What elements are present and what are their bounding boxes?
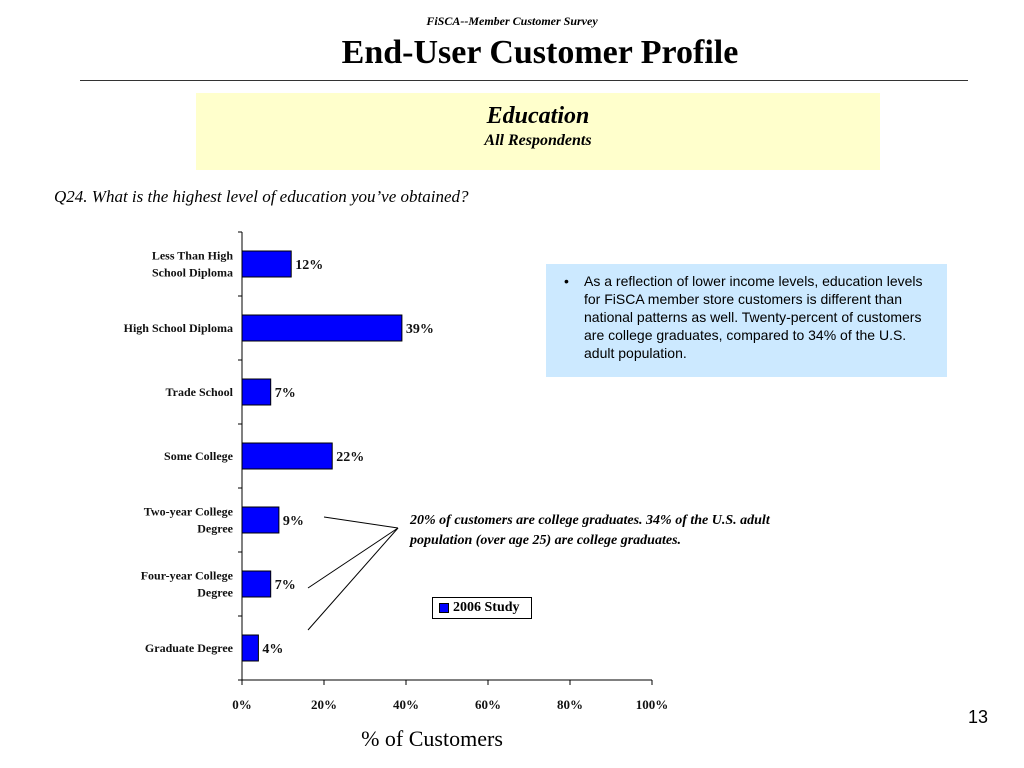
category-label: Graduate Degree — [145, 641, 234, 655]
bar-value-label: 7% — [275, 578, 296, 593]
x-tick-label: 20% — [311, 697, 337, 712]
bar — [241, 570, 272, 598]
note-text: As a reflection of lower income levels, … — [584, 273, 923, 361]
bar-value-label: 9% — [283, 514, 304, 529]
category-label: School Diploma — [152, 266, 233, 280]
category-label: Two-year College — [144, 505, 234, 519]
legend-swatch — [439, 603, 449, 613]
survey-question: Q24. What is the highest level of educat… — [54, 187, 469, 206]
bar — [241, 314, 403, 342]
bar-value-label: 22% — [336, 450, 364, 465]
x-axis-title: % of Customers — [361, 726, 503, 751]
chart-legend: 2006 Study — [432, 597, 532, 619]
note-box: • As a reflection of lower income levels… — [546, 264, 947, 377]
legend-label: 2006 Study — [453, 600, 520, 615]
bar-value-label: 7% — [275, 386, 296, 401]
x-tick-label: 0% — [232, 697, 252, 712]
category-label: Trade School — [166, 385, 234, 399]
category-label: Some College — [164, 449, 234, 463]
bar — [241, 442, 333, 470]
bar — [241, 506, 280, 534]
callout-leader-line — [307, 527, 399, 589]
bar — [241, 250, 292, 278]
callout-leader-line — [323, 516, 399, 529]
page-number: 13 — [967, 707, 988, 727]
x-tick-label: 60% — [475, 697, 501, 712]
callout-text: 20% of customers are college graduates. … — [410, 513, 770, 548]
category-label: Four-year College — [141, 569, 234, 583]
category-label: Degree — [197, 522, 233, 536]
page-title: End-User Customer Profile — [341, 34, 739, 71]
note-bullet: • — [564, 273, 569, 289]
bar-value-label: 39% — [406, 322, 434, 337]
survey-label: FiSCA--Member Customer Survey — [426, 14, 598, 28]
bar-value-label: 12% — [295, 258, 323, 273]
subtitle-sub: All Respondents — [484, 132, 592, 149]
x-tick-label: 100% — [636, 697, 669, 712]
bar-value-label: 4% — [262, 642, 283, 657]
category-label: Less Than High — [152, 249, 233, 263]
x-tick-label: 40% — [393, 697, 419, 712]
bar — [241, 634, 259, 662]
bar — [241, 378, 272, 406]
subtitle-box: Education All Respondents — [196, 93, 880, 170]
category-label: High School Diploma — [124, 321, 233, 335]
x-tick-label: 80% — [557, 697, 583, 712]
title-divider — [80, 80, 968, 81]
category-label: Degree — [197, 586, 233, 600]
callout-leader-line — [307, 527, 399, 631]
subtitle-main: Education — [486, 103, 590, 129]
